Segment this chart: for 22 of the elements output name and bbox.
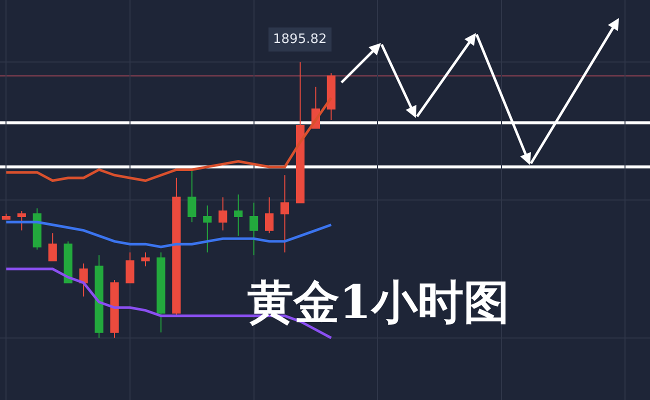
candlestick (17, 210, 26, 231)
candlestick (32, 208, 42, 250)
candlestick (280, 174, 290, 253)
candlestick (126, 252, 134, 284)
candlestick (64, 240, 72, 284)
candlestick (94, 254, 104, 338)
candlestick (296, 62, 305, 204)
candlestick (218, 196, 228, 231)
candlestick (250, 202, 258, 256)
annotation: 1895.82 (273, 32, 327, 47)
candlestick (203, 205, 212, 253)
candlestick (79, 262, 88, 298)
candlestick (172, 177, 181, 316)
candlestick (326, 72, 336, 120)
candlestick (110, 280, 119, 338)
candlestick (141, 252, 150, 267)
candlestick (234, 194, 243, 236)
candlestick (156, 252, 166, 333)
candlestick (264, 196, 274, 234)
candlestick (2, 213, 10, 220)
candlestick (48, 232, 57, 262)
candlestick (188, 169, 196, 223)
